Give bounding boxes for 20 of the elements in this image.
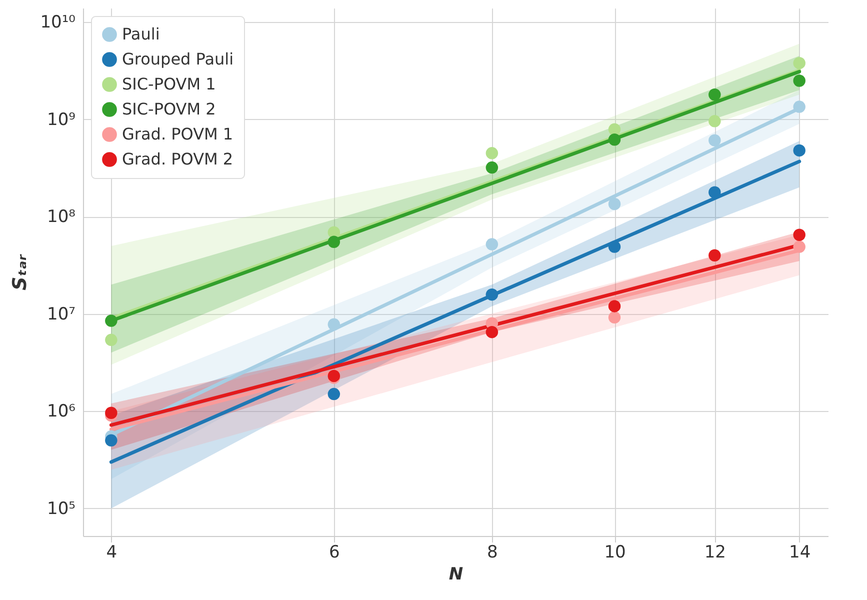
x-tick-label: 10: [604, 542, 626, 562]
y-tick-label: 10⁵: [47, 498, 76, 519]
legend-label: SIC-POVM 2: [122, 100, 216, 118]
y-axis-title: Sₜₐᵣ: [9, 254, 32, 290]
x-tick-label: 12: [704, 542, 726, 562]
y-tick-label: 10⁷: [47, 304, 76, 324]
x-tick-label: 6: [328, 542, 340, 562]
x-axis-title: N: [448, 564, 464, 584]
y-tick-label: 10¹⁰: [40, 12, 76, 33]
legend-label: Grouped Pauli: [122, 50, 234, 68]
x-tick-label: 4: [106, 542, 118, 562]
y-tick-label: 10⁶: [47, 402, 76, 422]
y-tick-label: 10⁹: [47, 110, 76, 130]
legend-label: Pauli: [122, 24, 160, 44]
x-tick-label: 14: [789, 542, 811, 562]
legend-label: Grad. POVM 1: [122, 124, 234, 144]
legend-label: Grad. POVM 2: [122, 150, 234, 168]
y-tick-label: 10⁸: [47, 207, 76, 228]
x-tick-label: 8: [487, 542, 498, 562]
legend-label: SIC-POVM 1: [122, 74, 216, 94]
